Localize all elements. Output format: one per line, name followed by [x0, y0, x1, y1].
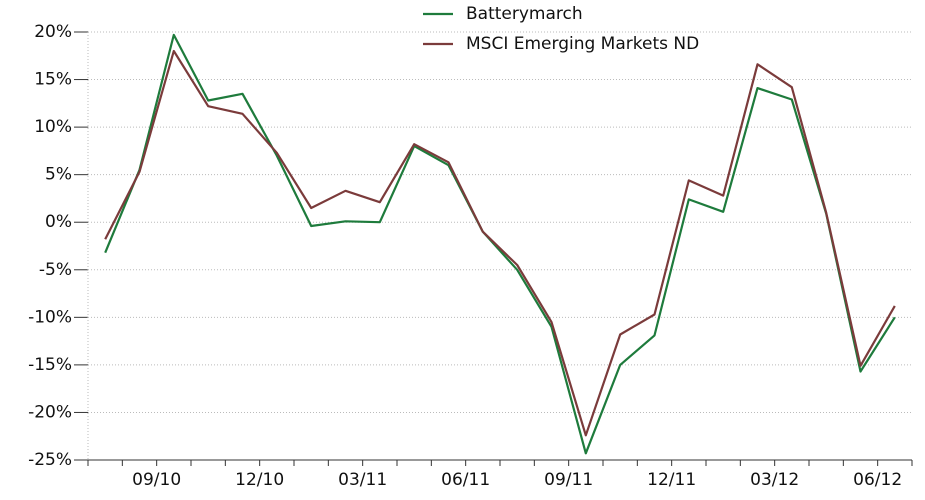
y-tick-label: -20% [28, 402, 72, 422]
x-tick-label: 09/10 [132, 470, 181, 490]
x-tick-label: 06/12 [853, 470, 902, 490]
y-tick-label: 10% [34, 117, 72, 137]
x-tick-label: 06/11 [441, 470, 490, 490]
legend-label: MSCI Emerging Markets ND [466, 34, 699, 54]
y-tick-label: -5% [39, 260, 72, 280]
y-tick-label: 5% [45, 165, 72, 185]
x-tick-label: 12/11 [647, 470, 696, 490]
y-tick-label: 15% [34, 70, 72, 90]
x-tick-label: 03/11 [338, 470, 387, 490]
y-tick-label: -25% [28, 450, 72, 470]
y-tick-label: 20% [34, 22, 72, 42]
x-tick-label: 09/11 [544, 470, 593, 490]
x-tick-label: 12/10 [235, 470, 284, 490]
line-series [104, 33, 896, 455]
y-tick-label: 0% [45, 212, 72, 232]
legend-label: Batterymarch [466, 4, 583, 24]
x-tick-label: 03/12 [750, 470, 799, 490]
y-tick-label: -15% [28, 355, 72, 375]
y-tick-label: -10% [28, 307, 72, 327]
line-series [104, 49, 896, 437]
